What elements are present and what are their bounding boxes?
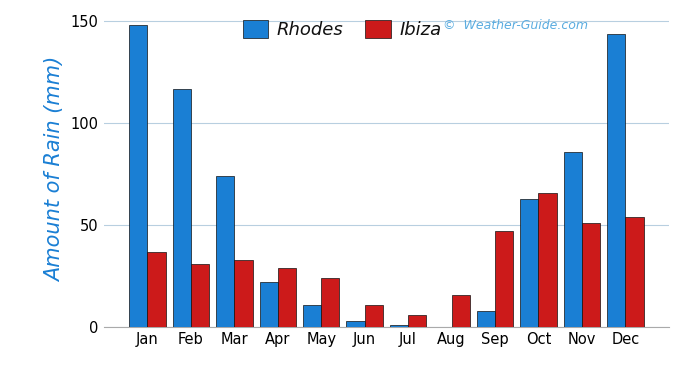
Bar xyxy=(259,282,278,327)
Bar xyxy=(129,25,148,327)
Bar xyxy=(216,176,235,327)
Bar xyxy=(278,268,296,327)
Bar xyxy=(625,217,644,327)
Bar xyxy=(607,33,625,327)
Bar xyxy=(235,260,253,327)
Bar xyxy=(538,193,557,327)
Bar xyxy=(303,305,322,327)
Y-axis label: Amount of Rain (mm): Amount of Rain (mm) xyxy=(45,57,65,282)
Bar xyxy=(322,278,339,327)
Bar xyxy=(390,326,408,327)
Bar xyxy=(172,89,191,327)
Bar xyxy=(365,305,383,327)
Bar xyxy=(495,231,513,327)
Bar xyxy=(148,252,166,327)
Bar xyxy=(191,264,209,327)
Bar xyxy=(408,315,426,327)
Text: ©  Weather-Guide.com: © Weather-Guide.com xyxy=(443,19,588,32)
Bar xyxy=(564,152,582,327)
Legend: Rhodes, Ibiza: Rhodes, Ibiza xyxy=(243,20,442,39)
Bar xyxy=(582,223,600,327)
Bar xyxy=(520,199,538,327)
Bar xyxy=(451,295,470,327)
Bar xyxy=(346,321,365,327)
Bar xyxy=(477,311,495,327)
